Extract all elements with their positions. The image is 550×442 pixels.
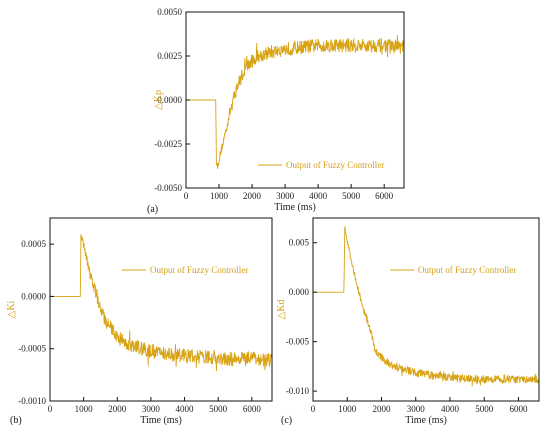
x-tick-label: 5000 [342, 191, 361, 201]
panel-c-chart: 0 1000 2000 3000 4000 5000 6000 -0.010 -0.005 0.0… [276, 217, 540, 426]
x-tick-label: 6000 [509, 404, 528, 414]
series-line [313, 226, 540, 387]
legend-label: Output of Fuzzy Controller [286, 160, 384, 170]
y-tick-label: -0.0025 [154, 139, 182, 149]
x-tick-label: 2000 [108, 404, 127, 414]
x-tick-label: 4000 [176, 404, 195, 414]
y-tick-label: -0.005 [286, 337, 310, 347]
x-tick-label: 1000 [75, 404, 94, 414]
x-tick-label: 3000 [142, 404, 161, 414]
y-tick-label: 0.0005 [21, 239, 46, 249]
panel-a-chart: 0 1000 2000 3000 4000 5000 6000 -0.0050 -0.0025 0… [147, 7, 405, 215]
x-tick-label: 1000 [338, 404, 357, 414]
panel-label: (b) [10, 415, 22, 426]
y-tick-label: -0.0005 [18, 344, 46, 354]
y-axis-title: △Kd [276, 300, 287, 320]
legend-label: Output of Fuzzy Controller [418, 265, 516, 275]
x-axis-title: Time (ms) [140, 415, 182, 426]
x-tick-label: 4000 [441, 404, 460, 414]
x-tick-label: 0 [311, 404, 316, 414]
x-tick-label: 6000 [375, 191, 394, 201]
y-tick-label: -0.0010 [18, 396, 46, 406]
y-tick-label: 0.005 [289, 238, 310, 248]
y-tick-label: 0.000 [289, 287, 310, 297]
y-tick-label: 0.0000 [157, 95, 182, 105]
y-tick-label: -0.010 [286, 386, 310, 396]
x-tick-label: 1000 [210, 191, 229, 201]
x-tick-label: 5000 [475, 404, 494, 414]
x-tick-label: 5000 [209, 404, 228, 414]
x-tick-label: 3000 [407, 404, 426, 414]
x-axis-title: Time (ms) [405, 415, 447, 426]
x-tick-label: 0 [48, 404, 53, 414]
y-tick-label: 0.0000 [21, 291, 46, 301]
legend-label: Output of Fuzzy Controller [150, 265, 248, 275]
y-axis-title: △Ki [6, 300, 17, 318]
plot-frame [49, 217, 273, 402]
plot-frame [312, 217, 540, 402]
x-tick-label: 2000 [243, 191, 262, 201]
x-tick-label: 2000 [372, 404, 391, 414]
panel-b-chart: 0 1000 2000 3000 4000 5000 6000 -0.0010 -0.0005 0… [6, 217, 273, 426]
x-tick-label: 3000 [276, 191, 295, 201]
x-tick-label: 4000 [309, 191, 328, 201]
y-tick-label: 0.0050 [157, 7, 182, 17]
x-tick-label: 0 [184, 191, 189, 201]
series-line [50, 234, 273, 372]
y-tick-label: -0.0050 [154, 183, 182, 193]
series-line [186, 35, 405, 169]
panel-label: (a) [147, 204, 158, 215]
x-axis-title: Time (ms) [274, 202, 316, 213]
panel-label: (c) [281, 415, 292, 426]
x-tick-label: 6000 [243, 404, 262, 414]
y-tick-label: 0.0025 [157, 51, 182, 61]
y-axis-title: △Kp [153, 90, 164, 110]
